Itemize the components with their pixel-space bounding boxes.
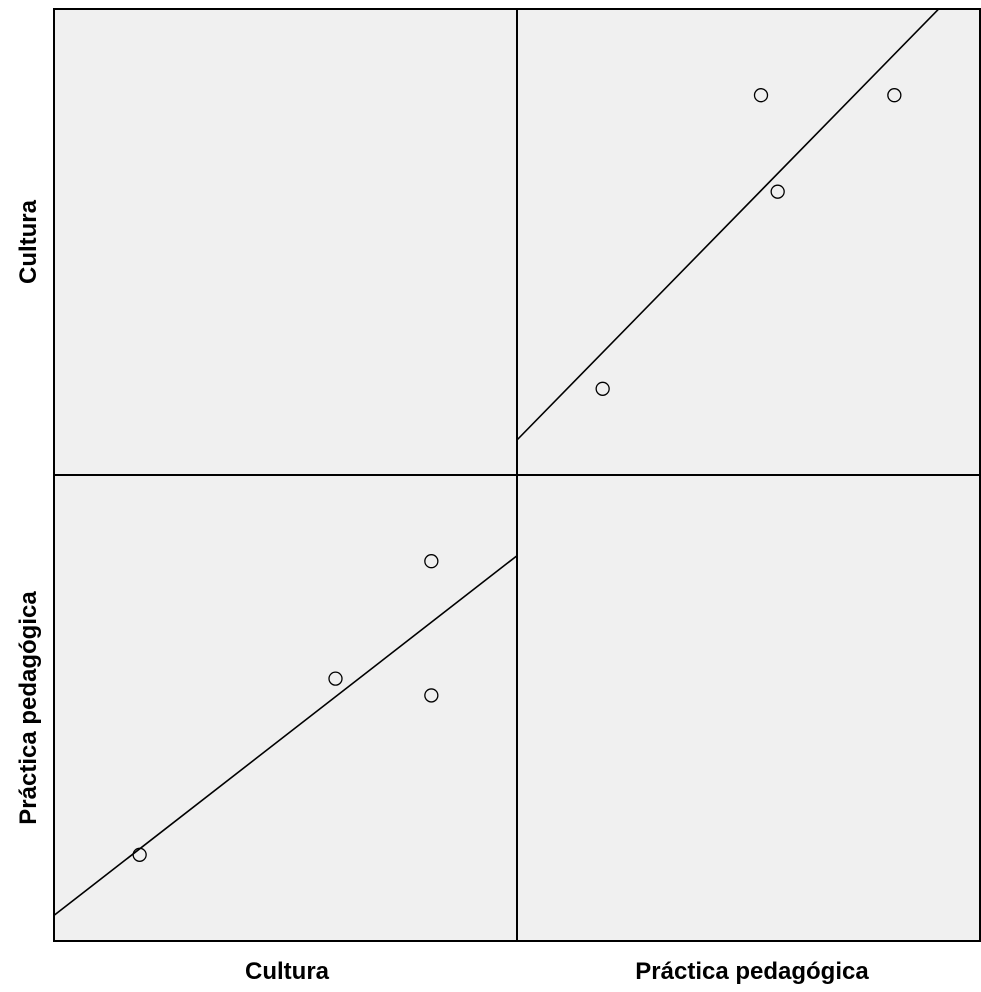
column-label-cultura: Cultura [245,958,330,985]
row-label-practica-pedagogica: Práctica pedagógica [15,591,42,825]
data-point [770,184,785,199]
matrix-frame [53,8,981,942]
fit-line [54,555,517,917]
data-point [887,88,902,103]
data-point [328,671,343,686]
panel-cultura-vs-practica-pedagogica [517,9,940,441]
data-point [424,688,439,703]
data-point [595,381,610,396]
data-point [132,847,147,862]
row-label-cultura: Cultura [15,199,42,284]
column-label-practica-pedagogica: Práctica pedagógica [635,958,869,985]
data-point [753,88,769,103]
fit-line [517,9,940,441]
data-point [424,554,439,569]
panel-practica-pedagogica-vs-cultura [54,554,517,917]
